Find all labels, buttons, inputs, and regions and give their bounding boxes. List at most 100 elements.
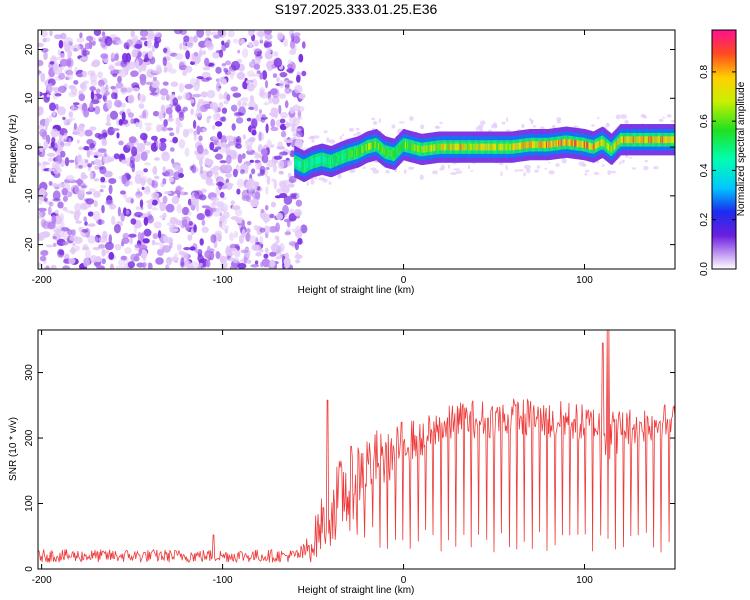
noise-speckle bbox=[146, 200, 153, 204]
noise-speckle bbox=[176, 244, 182, 251]
ridge-cell bbox=[412, 143, 415, 151]
noise-speckle bbox=[301, 70, 307, 77]
ridge-cell bbox=[479, 143, 482, 151]
noise-speckle bbox=[64, 43, 71, 53]
snr-xtick-label: 100 bbox=[576, 575, 593, 586]
noise-speckle bbox=[205, 30, 211, 37]
noise-speckle bbox=[178, 250, 185, 256]
ridge-cell bbox=[594, 142, 597, 150]
noise-speckle bbox=[39, 187, 46, 197]
noise-speckle bbox=[357, 131, 360, 137]
noise-speckle bbox=[194, 190, 203, 200]
ridge-cell bbox=[373, 141, 376, 149]
noise-speckle bbox=[38, 262, 42, 268]
noise-speckle bbox=[55, 225, 63, 230]
noise-speckle bbox=[82, 102, 88, 112]
ridge-cell bbox=[593, 143, 596, 150]
ridge-cell bbox=[431, 144, 433, 152]
noise-speckle bbox=[46, 94, 50, 98]
ridge-cell bbox=[673, 136, 675, 144]
noise-speckle bbox=[49, 61, 55, 65]
noise-speckle bbox=[120, 212, 125, 222]
noise-speckle bbox=[52, 190, 61, 201]
noise-speckle bbox=[214, 121, 223, 127]
noise-speckle bbox=[192, 119, 197, 129]
noise-speckle bbox=[157, 248, 164, 256]
noise-speckle bbox=[219, 160, 227, 164]
ridge-cell bbox=[553, 140, 556, 148]
noise-speckle bbox=[296, 74, 301, 83]
noise-speckle bbox=[313, 135, 320, 139]
ridge-cell bbox=[377, 143, 380, 150]
noise-speckle bbox=[173, 171, 181, 180]
noise-speckle bbox=[152, 70, 161, 74]
noise-speckle bbox=[268, 96, 273, 104]
noise-speckle bbox=[39, 212, 43, 218]
noise-speckle bbox=[200, 188, 207, 193]
noise-speckle bbox=[162, 166, 166, 173]
ridge-cell bbox=[517, 142, 520, 150]
ridge-cell bbox=[538, 141, 541, 148]
noise-speckle bbox=[290, 33, 295, 42]
noise-speckle bbox=[178, 112, 185, 122]
noise-speckle bbox=[68, 257, 76, 265]
ridge-cell bbox=[386, 149, 389, 156]
ridge-cell bbox=[535, 141, 537, 148]
noise-speckle bbox=[112, 128, 120, 132]
noise-speckle bbox=[514, 169, 519, 172]
noise-speckle bbox=[139, 175, 148, 184]
noise-speckle bbox=[261, 154, 269, 164]
noise-speckle bbox=[288, 175, 297, 184]
noise-speckle bbox=[291, 123, 296, 127]
noise-speckle bbox=[158, 111, 164, 115]
noise-speckle bbox=[258, 131, 262, 142]
noise-speckle bbox=[108, 184, 113, 195]
ridge-cell bbox=[623, 136, 625, 144]
noise-speckle bbox=[102, 95, 106, 101]
noise-speckle bbox=[111, 92, 117, 100]
noise-speckle bbox=[434, 126, 441, 129]
noise-speckle bbox=[297, 106, 305, 112]
noise-speckle bbox=[284, 139, 293, 143]
noise-speckle bbox=[78, 93, 86, 102]
ridge-cell bbox=[558, 139, 560, 147]
noise-speckle bbox=[227, 140, 236, 146]
noise-speckle bbox=[184, 147, 190, 158]
noise-speckle bbox=[165, 264, 170, 269]
ridge-cell bbox=[338, 154, 341, 162]
noise-speckle bbox=[202, 50, 206, 55]
noise-speckle bbox=[81, 184, 88, 189]
ridge-cell bbox=[326, 157, 329, 165]
noise-speckle bbox=[273, 155, 282, 160]
ridge-cell bbox=[464, 143, 467, 151]
noise-speckle bbox=[100, 85, 105, 93]
ridge-cell bbox=[398, 145, 401, 153]
noise-speckle bbox=[219, 220, 223, 228]
ridge-cell bbox=[439, 143, 442, 151]
noise-speckle bbox=[173, 164, 181, 171]
noise-speckle bbox=[116, 220, 123, 225]
noise-speckle bbox=[212, 200, 217, 205]
noise-speckle bbox=[105, 84, 109, 92]
noise-speckle bbox=[145, 81, 153, 85]
noise-speckle bbox=[40, 30, 48, 38]
ridge-cell bbox=[663, 136, 666, 144]
ridge-cell bbox=[527, 141, 530, 149]
noise-speckle bbox=[83, 146, 90, 151]
noise-speckle bbox=[631, 167, 637, 170]
noise-speckle bbox=[73, 122, 77, 130]
noise-speckle bbox=[291, 228, 301, 233]
noise-speckle bbox=[123, 66, 129, 72]
noise-speckle bbox=[301, 41, 306, 49]
ridge-cell bbox=[602, 139, 605, 147]
noise-speckle bbox=[548, 162, 551, 164]
noise-speckle bbox=[162, 195, 168, 204]
ridge-cell bbox=[403, 141, 406, 149]
noise-speckle bbox=[38, 124, 45, 130]
noise-speckle bbox=[259, 91, 269, 99]
noise-speckle bbox=[160, 95, 166, 101]
noise-speckle bbox=[294, 139, 304, 149]
noise-speckle bbox=[323, 130, 328, 134]
noise-speckle bbox=[128, 233, 137, 238]
noise-speckle bbox=[52, 182, 58, 188]
